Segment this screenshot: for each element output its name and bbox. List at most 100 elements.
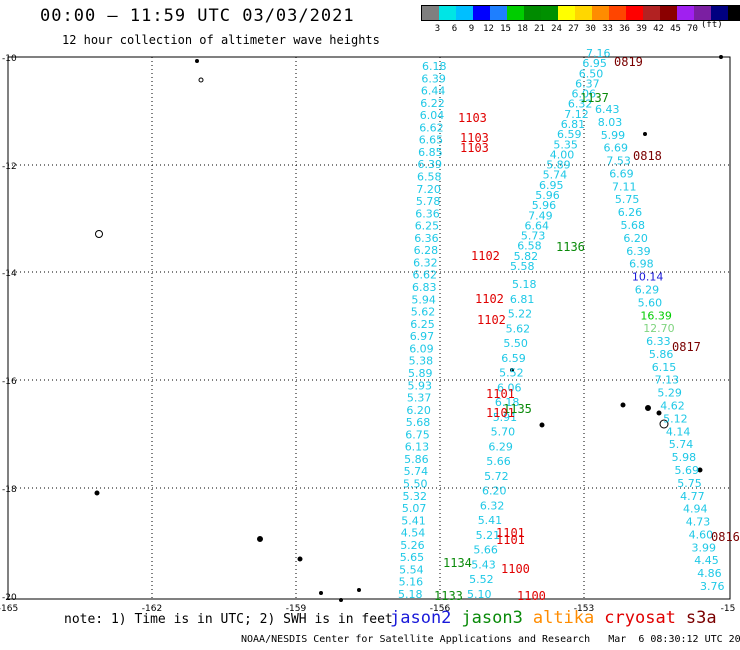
wave-height-reading: 6.18 [422, 60, 447, 73]
legend-swatch [694, 6, 711, 20]
legend-tick: 30 [585, 24, 596, 34]
wave-height-reading: 5.07 [402, 502, 427, 515]
legend-swatch [439, 6, 456, 20]
wave-height-reading: 6.64 [525, 219, 550, 232]
pass-label: 1136 [556, 240, 585, 254]
wave-height-reading: 4.77 [680, 490, 705, 503]
wave-height-reading: 6.81 [510, 293, 535, 306]
island [95, 230, 103, 238]
lon-label: -165 [0, 604, 18, 614]
island [697, 467, 703, 473]
wave-height-reading: 5.38 [409, 355, 434, 368]
legend-swatch [711, 6, 728, 20]
wave-height-reading: 5.18 [398, 588, 423, 601]
wave-height-reading: 6.69 [604, 142, 629, 155]
islands [94, 55, 723, 602]
lon-label: -162 [142, 604, 162, 614]
satellite-jason2: jason2 [390, 608, 452, 628]
legend-tick: 24 [551, 24, 562, 34]
wave-height-reading: 5.60 [638, 296, 663, 309]
island [656, 410, 662, 416]
legend-swatch [592, 6, 609, 20]
wave-tracks: 6.186.396.446.226.046.626.656.856.396.58… [398, 47, 725, 601]
wave-height-reading: 5.10 [467, 588, 492, 601]
wave-height-reading: 5.22 [508, 308, 533, 321]
wave-height-reading: 6.29 [635, 284, 660, 297]
legend-swatches [421, 5, 740, 21]
legend-swatch [507, 6, 524, 20]
wave-height-reading: 5.50 [403, 478, 428, 491]
wave-height-reading: 6.58 [417, 171, 442, 184]
wave-height-reading: 6.39 [421, 72, 446, 85]
wave-height-reading: 10.14 [632, 271, 664, 284]
wave-height-reading: 5.74 [669, 438, 694, 451]
legend-swatch [524, 6, 541, 20]
legend-tick: 15 [500, 24, 511, 34]
pass-label: 1103 [458, 111, 487, 125]
pass-label: 1102 [477, 313, 506, 327]
map-frame [7, 56, 731, 600]
legend-swatch [626, 6, 643, 20]
wave-height-reading: 5.37 [407, 392, 432, 405]
wave-height-reading: 5.74 [543, 169, 568, 182]
wave-height-reading: 5.62 [411, 306, 436, 319]
wave-height-reading: 4.62 [660, 400, 685, 413]
legend-tick: 27 [568, 24, 579, 34]
wave-height-reading: 6.36 [415, 207, 440, 220]
legend-swatch [728, 6, 740, 20]
island [539, 422, 545, 428]
satellite-cryosat: cryosat [604, 608, 676, 628]
wave-height-reading: 6.83 [412, 281, 437, 294]
wave-height-reading: 7.20 [416, 183, 441, 196]
wave-height-reading: 6.20 [482, 485, 507, 498]
legend-swatch [558, 6, 575, 20]
wave-height-reading: 6.13 [405, 441, 430, 454]
wave-height-reading: 5.96 [532, 199, 557, 212]
island [645, 405, 651, 411]
wave-height-reading: 6.95 [582, 57, 607, 70]
wave-height-reading: 5.82 [514, 250, 539, 263]
pass-label: 1101 [486, 406, 515, 420]
island [94, 490, 100, 496]
wave-height-reading: 6.33 [646, 335, 671, 348]
wave-height-reading: 6.62 [413, 269, 438, 282]
legend-tick: 6 [451, 24, 458, 34]
wave-height-reading: 6.32 [480, 499, 505, 512]
legend-unit: (ft) [701, 20, 723, 30]
wave-height-reading: 6.20 [406, 404, 431, 417]
island [339, 598, 343, 602]
pass-label: 1134 [443, 556, 472, 570]
legend-tick: 42 [653, 24, 664, 34]
wave-height-reading: 6.59 [557, 128, 582, 141]
legend-tick: 70 [687, 24, 698, 34]
island [357, 588, 361, 592]
lon-label: -159 [286, 604, 307, 614]
wave-height-reading: 6.20 [623, 232, 648, 245]
legend-tick: 21 [534, 24, 545, 34]
wave-height-reading: 5.62 [506, 322, 530, 335]
wave-height-reading: 5.54 [399, 563, 424, 576]
wave-height-reading: 5.74 [404, 465, 429, 478]
wave-height-reading: 7.13 [655, 374, 680, 387]
wave-height-reading: 3.99 [692, 541, 717, 554]
wave-height-reading: 6.28 [414, 244, 439, 257]
wave-height-reading: 5.66 [473, 544, 498, 557]
wave-height-reading: 6.65 [419, 134, 444, 147]
wave-height-reading: 6.32 [568, 98, 593, 111]
footer-credit: NOAA/NESDIS Center for Satellite Applica… [241, 634, 740, 645]
wave-height-reading: 7.11 [612, 180, 637, 193]
pass-labels: 0819113711031103110308181102113611021102… [434, 55, 740, 603]
wave-height-reading: 6.39 [626, 245, 651, 258]
wave-height-reading: 5.89 [546, 159, 571, 172]
wave-height-reading: 4.73 [686, 516, 711, 529]
wave-height-reading: 6.95 [539, 179, 564, 192]
wave-height-reading: 12.70 [643, 322, 675, 335]
satellite-altika: altika [532, 608, 595, 628]
color-legend: 3 6 9 12 15 18 21 24 27 30 33 36 39 42 45 70 [421, 5, 740, 34]
wave-height-reading: 5.52 [469, 573, 494, 586]
legend-tick: 12 [483, 24, 494, 34]
wave-height-reading: 6.98 [629, 258, 654, 271]
wave-height-reading: 6.37 [575, 77, 600, 90]
wave-height-reading: 5.66 [486, 455, 511, 468]
